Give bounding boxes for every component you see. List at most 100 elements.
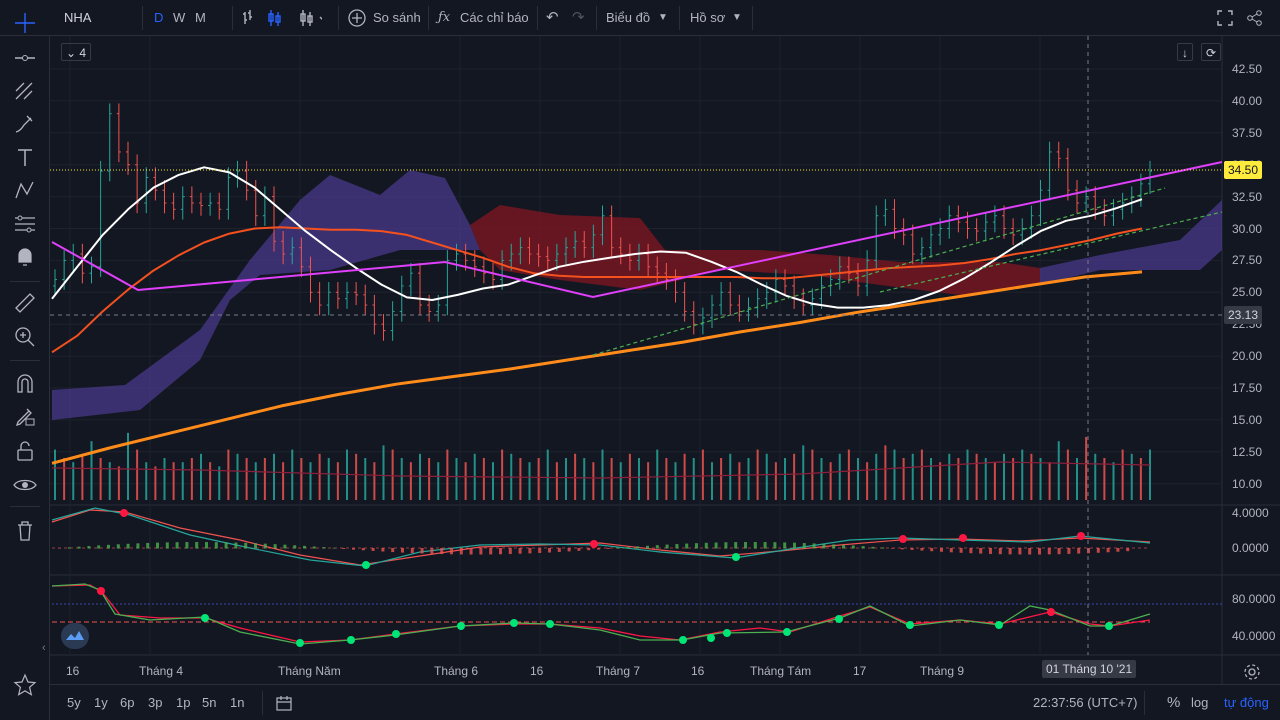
volume-bar bbox=[391, 449, 394, 500]
signal-dot-red bbox=[120, 509, 128, 517]
volume-bar bbox=[847, 449, 850, 500]
trend-line-icon[interactable] bbox=[12, 45, 38, 71]
chart-menu-button[interactable]: Biểu đồ bbox=[606, 10, 651, 25]
volume-bar bbox=[154, 466, 157, 500]
volume-bar bbox=[911, 453, 914, 500]
osc1-hist-bar bbox=[822, 543, 826, 549]
lock-drawing-icon[interactable] bbox=[12, 404, 38, 430]
indicators-button[interactable]: Các chỉ báo bbox=[460, 10, 529, 25]
volume-bar bbox=[446, 449, 449, 500]
favorites-star-icon[interactable] bbox=[12, 672, 38, 698]
osc1-hist-bar bbox=[273, 544, 277, 549]
auto-scale-button[interactable]: tự động bbox=[1224, 695, 1269, 710]
undo-icon[interactable]: ↶ bbox=[546, 9, 559, 26]
range-5y-button[interactable]: 5y bbox=[67, 695, 81, 710]
unlock-icon[interactable] bbox=[12, 438, 38, 464]
osc1-hist-bar bbox=[616, 547, 620, 549]
volume-bar bbox=[829, 462, 832, 500]
chevron-down-icon[interactable]: ▼ bbox=[732, 12, 742, 23]
range-3m-button[interactable]: 3p bbox=[148, 695, 163, 710]
ruler-icon[interactable] bbox=[12, 290, 38, 316]
range-1m-button[interactable]: 1p bbox=[176, 695, 191, 710]
osc1-hist-bar bbox=[685, 543, 689, 549]
share-icon[interactable] bbox=[1246, 9, 1264, 27]
legend-toggle[interactable]: ⌄ 4 bbox=[61, 43, 92, 61]
fib-tools-icon[interactable] bbox=[12, 79, 38, 105]
osc1-hist-bar bbox=[1047, 548, 1051, 555]
compare-icon[interactable] bbox=[348, 9, 366, 27]
compare-button[interactable]: So sánh bbox=[373, 10, 421, 25]
signal-dot-green bbox=[723, 629, 731, 637]
tradingview-logo-icon[interactable] bbox=[61, 623, 89, 649]
range-5d-button[interactable]: 5n bbox=[202, 695, 217, 710]
chevron-down-icon[interactable]: ▼ bbox=[658, 12, 668, 23]
volume-bar bbox=[1094, 453, 1097, 500]
timezone-clock[interactable]: 22:37:56 (UTC+7) bbox=[1033, 695, 1138, 710]
toolbar-divider bbox=[596, 6, 597, 30]
settings-gear-icon[interactable] bbox=[1243, 663, 1261, 681]
price-tick: 42.50 bbox=[1232, 62, 1263, 76]
volume-bar bbox=[811, 449, 814, 500]
time-label: Tháng Năm bbox=[278, 664, 341, 678]
scroll-to-latest-icon[interactable]: ↓ bbox=[1177, 43, 1193, 61]
redo-icon[interactable]: ↷ bbox=[572, 9, 585, 26]
volume-bar bbox=[975, 453, 978, 500]
go-to-date-icon[interactable] bbox=[276, 695, 292, 711]
toolbar-divider bbox=[537, 6, 538, 30]
volume-bar bbox=[939, 462, 942, 500]
volume-bar bbox=[437, 462, 440, 500]
text-tool-icon[interactable] bbox=[12, 145, 38, 171]
osc2-signal-line bbox=[51, 584, 1151, 643]
brush-icon[interactable] bbox=[12, 112, 38, 138]
pattern-tool-icon[interactable] bbox=[12, 178, 38, 204]
moving-averages bbox=[51, 161, 1223, 465]
prediction-tool-icon[interactable] bbox=[12, 211, 38, 237]
volume-bar bbox=[428, 458, 431, 500]
range-6m-button[interactable]: 6p bbox=[120, 695, 135, 710]
volume-bar bbox=[583, 458, 586, 500]
trash-icon[interactable] bbox=[12, 518, 38, 544]
indicators-icon[interactable]: ƒx bbox=[438, 10, 451, 25]
osc1-hist-bar bbox=[940, 548, 943, 552]
signal-dot-red bbox=[97, 587, 105, 595]
price-tick: 10.00 bbox=[1232, 476, 1263, 491]
osc1-hist-bar bbox=[67, 547, 71, 549]
magnet-icon[interactable] bbox=[12, 371, 38, 397]
symbol-search[interactable]: NHA bbox=[64, 10, 92, 25]
collapse-toolbar-icon[interactable]: ‹ bbox=[42, 642, 46, 654]
volume-bar bbox=[966, 449, 969, 500]
interval-month-button[interactable]: M bbox=[195, 10, 206, 25]
crosshair-icon[interactable] bbox=[12, 10, 38, 36]
zoom-in-icon[interactable] bbox=[12, 324, 38, 350]
price-tick: 25.00 bbox=[1232, 285, 1263, 300]
signal-dot-green bbox=[457, 622, 465, 630]
toolbar-divider bbox=[142, 6, 143, 30]
osc1-hist-bar bbox=[440, 548, 444, 555]
volume-bar bbox=[227, 449, 230, 500]
osc1-signal-line bbox=[51, 509, 1151, 566]
range-1d-button[interactable]: 1n bbox=[230, 695, 245, 710]
osc1-hist-bar bbox=[714, 542, 718, 549]
volume-bar bbox=[866, 462, 869, 500]
volume-bar bbox=[99, 458, 102, 500]
price-tick: 30.00 bbox=[1232, 221, 1263, 236]
reset-chart-icon[interactable]: ⟳ bbox=[1201, 43, 1222, 61]
volume-bar bbox=[190, 458, 193, 500]
alert-bell-icon[interactable] bbox=[12, 244, 38, 270]
eye-icon[interactable] bbox=[12, 472, 38, 498]
ichimoku-cloud bbox=[52, 170, 1222, 420]
interval-week-button[interactable]: W bbox=[173, 10, 186, 25]
osc1-hist-bar bbox=[1018, 548, 1022, 555]
range-1y-button[interactable]: 1y bbox=[94, 695, 108, 710]
osc1-hist-bar bbox=[165, 542, 169, 549]
toolbar-divider bbox=[10, 360, 40, 361]
log-scale-button[interactable]: log bbox=[1191, 695, 1209, 710]
percent-scale-button[interactable]: % bbox=[1167, 694, 1181, 711]
interval-day-button[interactable]: D bbox=[154, 10, 164, 25]
profile-menu-button[interactable]: Hồ sơ bbox=[690, 10, 726, 25]
chart-style-icons[interactable] bbox=[242, 8, 322, 28]
signal-dot-green bbox=[392, 630, 400, 638]
fullscreen-icon[interactable] bbox=[1216, 9, 1234, 27]
signal-dot-green bbox=[835, 615, 843, 623]
